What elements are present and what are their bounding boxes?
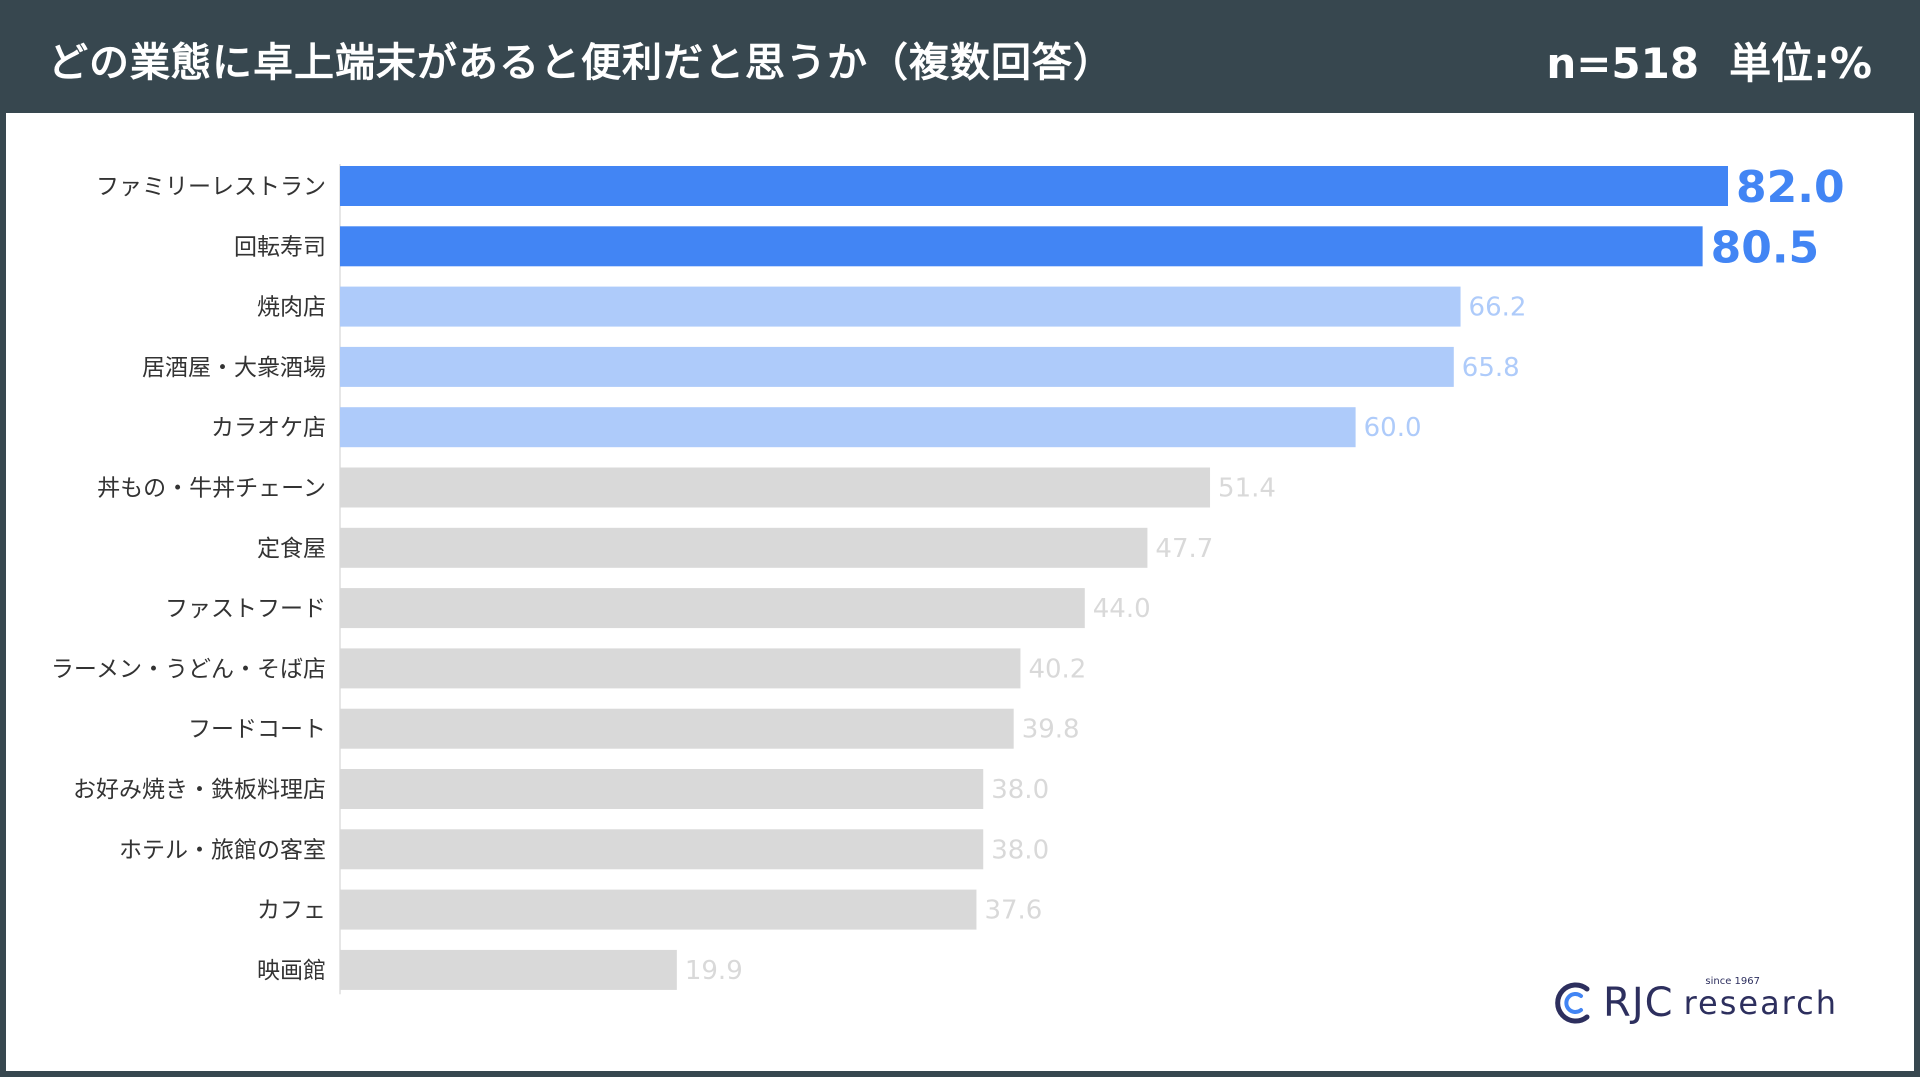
category-label: ファストフード — [165, 596, 326, 622]
value-label: 37.6 — [984, 896, 1042, 926]
rjc-research-logo: RJC since 1967 research — [1551, 976, 1838, 1027]
bar-chart: ファミリーレストラン 82.0 回転寿司 80.5 焼肉店 66.2 居酒屋・大衆酒場 65.… — [51, 162, 1845, 995]
bar — [340, 949, 677, 990]
rjc-logo-icon — [1555, 982, 1590, 1024]
category-label: カフェ — [257, 898, 326, 924]
bar — [340, 407, 1356, 448]
category-label: お好み焼き・鉄板料理店 — [73, 777, 326, 803]
value-label: 44.0 — [1093, 594, 1151, 624]
value-label: 51.4 — [1218, 474, 1276, 504]
value-label: 60.0 — [1364, 413, 1422, 443]
value-label: 82.0 — [1736, 162, 1845, 213]
sample-size: n=518 — [1546, 39, 1700, 88]
value-label: 39.8 — [1022, 715, 1080, 745]
sample-info: n=518 単位:% — [1546, 30, 1872, 91]
page-title: どの業態に卓上端末があると便利だと思うか（複数回答） — [48, 40, 1114, 86]
bar — [340, 648, 1021, 689]
bar — [340, 286, 1461, 327]
category-label: 回転寿司 — [234, 234, 326, 260]
value-label: 40.2 — [1028, 654, 1086, 684]
bar — [340, 889, 977, 930]
bar — [340, 769, 984, 809]
value-label: 38.0 — [991, 835, 1049, 865]
category-label: 焼肉店 — [257, 295, 326, 321]
bar — [340, 467, 1211, 508]
unit-label: 単位:% — [1729, 39, 1872, 88]
bar — [340, 588, 1085, 629]
value-label: 80.5 — [1711, 222, 1820, 273]
category-label: 定食屋 — [257, 536, 326, 562]
logo-research: research — [1683, 984, 1838, 1022]
category-label: 丼もの・牛丼チェーン — [97, 476, 326, 502]
value-label: 47.7 — [1155, 534, 1213, 564]
value-label: 65.8 — [1462, 353, 1520, 383]
category-label: 居酒屋・大衆酒場 — [142, 355, 326, 381]
logo-text: since 1967 research — [1683, 976, 1838, 1022]
value-label: 38.0 — [991, 775, 1049, 805]
bar — [340, 166, 1728, 206]
category-label: カラオケ店 — [211, 415, 326, 441]
bar — [340, 829, 984, 870]
logo-since: since 1967 — [1705, 976, 1760, 987]
chart-panel: ファミリーレストラン 82.0 回転寿司 80.5 焼肉店 66.2 居酒屋・大衆酒場 65.… — [6, 113, 1914, 1071]
bar — [340, 527, 1148, 568]
category-label: フードコート — [188, 717, 326, 743]
category-label: ラーメン・うどん・そば店 — [51, 656, 326, 682]
bar — [340, 708, 1014, 749]
value-label: 66.2 — [1469, 293, 1527, 323]
category-label: 映画館 — [257, 958, 326, 984]
value-label: 19.9 — [685, 956, 743, 986]
header-bar: どの業態に卓上端末があると便利だと思うか（複数回答） n=518 単位:% — [0, 0, 1920, 113]
logo-brand: RJC — [1603, 980, 1674, 1026]
category-label: ファミリーレストラン — [96, 174, 326, 200]
category-label: ホテル・旅館の客室 — [119, 837, 326, 863]
bar — [340, 226, 1703, 267]
bar — [340, 346, 1454, 387]
